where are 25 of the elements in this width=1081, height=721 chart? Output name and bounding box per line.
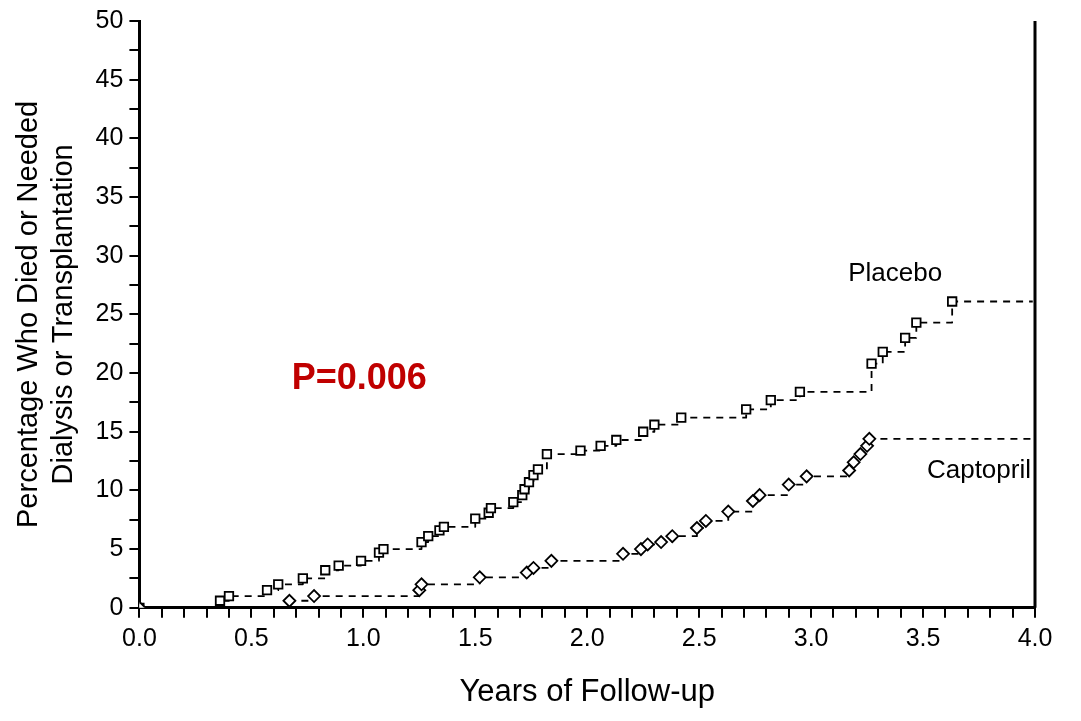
y-tick-label: 20 (95, 356, 124, 385)
y-tick-label: 0 (109, 591, 124, 620)
y-tick-label: 5 (109, 533, 124, 562)
y-tick-label: 30 (95, 239, 124, 268)
x-tick-label: 3.5 (905, 622, 941, 651)
y-tick-label: 25 (95, 298, 124, 327)
y-tick-label: 45 (95, 63, 124, 92)
annotation: P=0.006 (291, 355, 427, 397)
series-label: Placebo (848, 256, 943, 287)
y-tick-label: 50 (95, 4, 124, 33)
x-tick-label: 3.0 (793, 622, 829, 651)
y-tick-label: 10 (95, 474, 124, 503)
x-tick-label: 2.0 (569, 622, 605, 651)
x-tick-label: 1.0 (345, 622, 381, 651)
series-label: Captopril (926, 453, 1031, 484)
y-tick-label: 35 (95, 180, 124, 209)
x-tick-label: 4.0 (1017, 622, 1053, 651)
y-tick-label: 15 (95, 415, 124, 444)
y-axis-title: Percentage Who Died or Needed Dialysis or Transplantation (11, 100, 79, 528)
x-tick-label: 0.5 (233, 622, 269, 651)
x-tick-label: 0.0 (122, 622, 157, 651)
x-axis-title: Years of Follow-up (459, 672, 716, 708)
x-tick-label: 2.5 (681, 622, 717, 651)
y-tick-label: 40 (95, 122, 124, 151)
x-tick-label: 1.5 (457, 622, 493, 651)
